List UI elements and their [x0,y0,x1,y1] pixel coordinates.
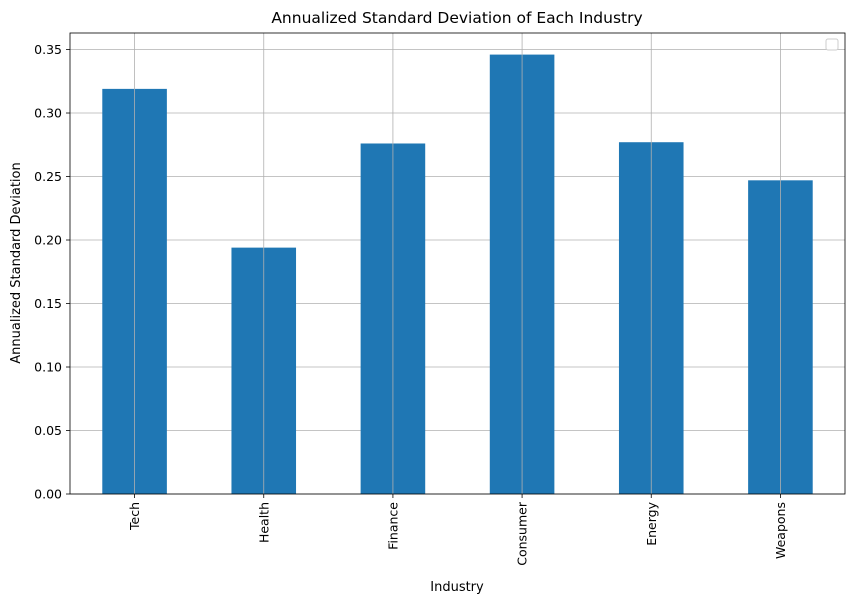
x-tick-label: Weapons [773,502,788,559]
x-axis-label: Industry [430,580,484,595]
vertical-grid [134,33,781,494]
x-tick-label: Finance [385,502,400,550]
x-tick-label: Energy [644,501,659,545]
y-tick-label: 0.35 [34,42,62,57]
x-tick-label: Consumer [515,501,530,566]
plot-frame [69,32,846,495]
legend-box [825,38,839,51]
y-tick-label: 0.10 [34,360,62,375]
y-tick-label: 0.20 [34,233,62,248]
y-tick-label: 0.25 [34,169,62,184]
x-axis-ticks: Tech Health Finance Consumer Energy Weapons [127,494,788,566]
x-tick-label: Tech [127,502,142,531]
grid [70,49,845,495]
y-tick-label: 0.05 [34,423,62,438]
y-axis-ticks: 0.00 0.05 0.10 0.15 0.20 0.25 0.30 0.35 [34,42,70,502]
y-axis-label: Annualized Standard Deviation [9,162,24,363]
bars [102,54,813,494]
chart-title: Annualized Standard Deviation of Each In… [271,9,642,27]
y-tick-label: 0.15 [34,296,62,311]
x-tick-label: Health [256,502,271,543]
y-tick-label: 0.00 [34,487,62,502]
plot-area-border [69,32,846,495]
y-tick-label: 0.30 [34,106,62,121]
